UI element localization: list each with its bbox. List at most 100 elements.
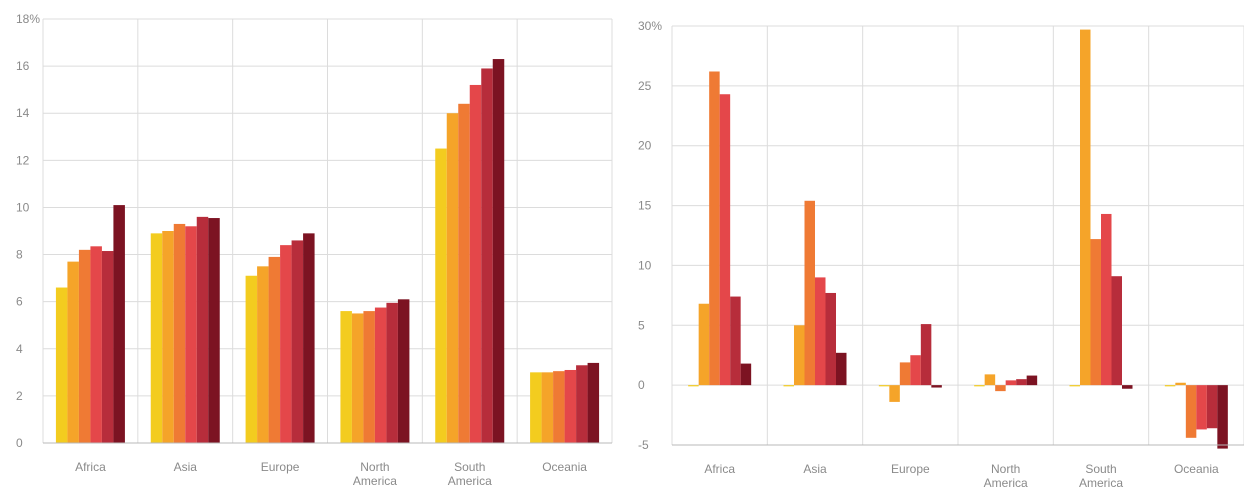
chart-0-bar-north-america-s2 bbox=[351, 313, 364, 443]
chart-1-bar-oceania-s1 bbox=[1164, 385, 1176, 387]
chart-1-bar-north-america-s4 bbox=[1005, 380, 1017, 386]
chart-1-bar-north-america-s5 bbox=[1016, 379, 1027, 386]
chart-1-bar-europe-s2 bbox=[889, 385, 900, 402]
chart-0-bar-asia-s4 bbox=[185, 226, 197, 443]
chart-0-bar-oceania-s4 bbox=[564, 369, 577, 443]
chart-0-bar-europe-s4 bbox=[280, 245, 292, 443]
chart-0-category-label: Oceania bbox=[542, 460, 587, 474]
chart-1-ytick-label: 5 bbox=[638, 318, 645, 332]
chart-0-ytick-label: 16 bbox=[16, 59, 30, 73]
chart-0-bar-oceania-s3 bbox=[553, 371, 565, 443]
chart-1-category-label: Asia bbox=[803, 462, 827, 476]
chart-0-ytick-label: 4 bbox=[16, 342, 23, 356]
chart-0-bar-north-america-s6 bbox=[397, 299, 410, 443]
chart-1-bar-north-america-s3 bbox=[995, 385, 1006, 392]
chart-1-bar-north-america-s1 bbox=[974, 385, 985, 387]
chart-1-ytick-label: 10 bbox=[638, 258, 652, 272]
chart-1-bar-asia-s6 bbox=[836, 352, 847, 386]
chart-1-bar-oceania-s4 bbox=[1196, 385, 1207, 430]
chart-1-bar-south-america-s1 bbox=[1069, 385, 1080, 387]
chart-0-bar-north-america-s5 bbox=[386, 302, 398, 443]
chart-0-bar-oceania-s1 bbox=[530, 372, 542, 443]
chart-1-ytick-label: 30% bbox=[638, 19, 662, 33]
chart-0-bar-asia-s5 bbox=[196, 216, 209, 443]
chart-0-ytick-label: 2 bbox=[16, 389, 23, 403]
chart-1-bar-africa-s4 bbox=[719, 94, 731, 386]
chart-1-bar-asia-s4 bbox=[815, 277, 826, 386]
chart-1-bar-north-america-s2 bbox=[984, 374, 996, 386]
chart-1-ytick-label: 25 bbox=[638, 79, 652, 93]
chart-1-ytick-label: 15 bbox=[638, 199, 652, 213]
chart-0-ytick-label: 18% bbox=[16, 12, 40, 26]
chart-0-bar-europe-s6 bbox=[303, 233, 315, 443]
chart-0-bar-south-america-s1 bbox=[435, 148, 447, 444]
chart-0-bar-asia-s6 bbox=[208, 218, 220, 443]
chart-1-bar-europe-s5 bbox=[920, 324, 932, 386]
chart-0-bar-africa-s2 bbox=[67, 261, 79, 443]
chart-0-bar-north-america-s1 bbox=[340, 311, 352, 443]
chart-0-ytick-label: 8 bbox=[16, 248, 23, 262]
chart-0-bar-asia-s2 bbox=[162, 231, 174, 443]
chart-right: -5 0 5 10 15 20 25 30% Africa Asia Europe North Amer… bbox=[638, 19, 1244, 490]
chart-0-bar-asia-s3 bbox=[173, 223, 186, 443]
chart-0-bar-north-america-s4 bbox=[374, 307, 387, 443]
chart-1-bar-south-america-s3 bbox=[1090, 239, 1101, 386]
chart-0-bar-europe-s1 bbox=[245, 275, 258, 443]
chart-0-bar-south-america-s2 bbox=[446, 113, 459, 443]
chart-0-ytick-label: 6 bbox=[16, 295, 23, 309]
chart-0-category-label: Africa bbox=[75, 460, 106, 474]
chart-1-bar-south-america-s6 bbox=[1122, 385, 1133, 389]
chart-0-bar-south-america-s4 bbox=[469, 84, 482, 443]
chart-0-bar-africa-s5 bbox=[101, 251, 114, 443]
chart-0-bar-europe-s3 bbox=[268, 256, 281, 443]
chart-0-category-label: Asia bbox=[174, 460, 198, 474]
chart-left: 0 2 4 6 8 10 12 14 16 18% Africa Asia Europe North Ame… bbox=[16, 12, 613, 488]
chart-0-bar-africa-s3 bbox=[78, 249, 91, 443]
chart-0-bar-oceania-s5 bbox=[576, 365, 588, 443]
chart-0-bar-north-america-s3 bbox=[363, 311, 375, 443]
chart-1-category-label: North America bbox=[984, 462, 1028, 490]
chart-0-category-label: South America bbox=[448, 460, 492, 488]
chart-1-bar-oceania-s5 bbox=[1206, 385, 1218, 429]
chart-0-bar-asia-s1 bbox=[150, 233, 163, 443]
chart-1-bar-south-america-s2 bbox=[1080, 29, 1091, 386]
chart-0-bar-oceania-s6 bbox=[587, 362, 600, 443]
chart-0-bar-africa-s4 bbox=[90, 246, 102, 443]
chart-1-ytick-label: -5 bbox=[638, 438, 649, 452]
chart-1-bar-africa-s3 bbox=[709, 71, 720, 386]
chart-1-bar-africa-s5 bbox=[730, 296, 741, 386]
chart-1-bar-asia-s3 bbox=[804, 200, 815, 386]
chart-1-bar-south-america-s4 bbox=[1101, 213, 1112, 386]
chart-0-category-label: North America bbox=[353, 460, 397, 488]
chart-0-bar-africa-s1 bbox=[55, 287, 68, 443]
chart-1-bar-asia-s2 bbox=[794, 325, 805, 386]
chart-1-ytick-label: 0 bbox=[638, 378, 645, 392]
chart-1-bar-asia-s5 bbox=[825, 292, 836, 386]
chart-1-ytick-label: 20 bbox=[638, 139, 652, 153]
chart-1-category-label: Africa bbox=[704, 462, 735, 476]
chart-0-category-label: Europe bbox=[261, 460, 300, 474]
chart-1-category-label: Oceania bbox=[1174, 462, 1219, 476]
chart-1-category-label: South America bbox=[1079, 462, 1123, 490]
chart-0-ytick-label: 14 bbox=[16, 106, 30, 120]
chart-1-bar-europe-s3 bbox=[899, 362, 911, 386]
chart-1-bar-africa-s2 bbox=[698, 303, 710, 386]
chart-0-bar-europe-s5 bbox=[291, 240, 304, 443]
chart-0-bar-south-america-s5 bbox=[481, 68, 493, 443]
chart-0-bar-europe-s2 bbox=[257, 266, 269, 443]
chart-0-ytick-label: 0 bbox=[16, 436, 23, 450]
chart-0-bar-africa-s6 bbox=[113, 205, 125, 443]
chart-1-bar-oceania-s6 bbox=[1217, 385, 1228, 449]
chart-0-bar-south-america-s3 bbox=[458, 103, 470, 444]
chart-1-bar-oceania-s3 bbox=[1185, 385, 1197, 438]
chart-1-bar-south-america-s5 bbox=[1111, 276, 1122, 386]
chart-1-bar-africa-s1 bbox=[688, 385, 699, 387]
chart-1-bar-oceania-s2 bbox=[1175, 382, 1186, 386]
chart-1-bar-africa-s6 bbox=[740, 363, 752, 386]
chart-0-bar-south-america-s6 bbox=[492, 59, 505, 444]
chart-1-category-label: Europe bbox=[891, 462, 930, 476]
chart-1-bar-asia-s1 bbox=[783, 385, 794, 387]
chart-0-ytick-label: 12 bbox=[16, 153, 30, 167]
chart-1-bar-europe-s6 bbox=[931, 385, 942, 388]
